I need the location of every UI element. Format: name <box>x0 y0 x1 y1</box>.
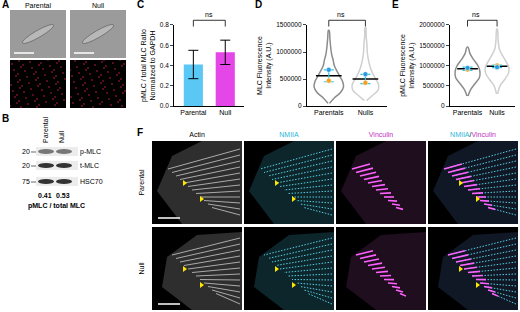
html-text:A: A <box>2 0 10 10</box>
html-text:D: D <box>255 0 263 10</box>
html-text:p-MLC: p-MLC <box>80 148 101 155</box>
html-text:0.41: 0.41 <box>38 192 52 199</box>
svg-text:ns: ns <box>205 11 213 18</box>
html-text:E: E <box>392 0 399 10</box>
svg-text:ns: ns <box>472 11 480 18</box>
html-text:20: 20 <box>22 148 30 155</box>
svg-text:0.2: 0.2 <box>160 82 169 89</box>
svg-text:Nulls: Nulls <box>489 109 505 116</box>
html-text:75: 75 <box>22 178 30 185</box>
html-text:NMIIA: NMIIA <box>279 131 299 138</box>
html-text:HSC70: HSC70 <box>80 178 103 185</box>
html-text:Actin: Actin <box>189 131 205 138</box>
svg-text:1500000: 1500000 <box>276 21 302 28</box>
svg-text:pMLC / total MLC RatioNormaliz: pMLC / total MLC RatioNormalized to GAPD… <box>140 29 156 102</box>
svg-text:2000000: 2000000 <box>419 21 445 28</box>
svg-text:0.4: 0.4 <box>160 62 169 69</box>
html-text:Parental: Parental <box>25 2 51 9</box>
svg-text:Parentals: Parentals <box>453 109 483 116</box>
svg-text:pMLC FluorescenceIntensity (A.: pMLC FluorescenceIntensity (A.U.) <box>399 34 416 97</box>
html-text:Parental: Parental <box>138 169 145 196</box>
html-text:20: 20 <box>22 162 30 169</box>
html-text:Parental: Parental <box>42 116 49 143</box>
svg-text:0: 0 <box>298 102 302 109</box>
html-text:Vinculin: Vinculin <box>368 131 394 138</box>
svg-text:0: 0 <box>441 102 445 109</box>
svg-text:0.0: 0.0 <box>160 102 169 109</box>
html-text:C: C <box>137 0 145 10</box>
svg-text:Nulls: Nulls <box>358 109 374 116</box>
svg-text:500000: 500000 <box>280 75 302 82</box>
svg-text:1500000: 1500000 <box>419 42 445 49</box>
html-text:NMIIA / Vinculin: NMIIA / Vinculin <box>450 131 496 138</box>
svg-text:0.6: 0.6 <box>160 42 169 49</box>
html-text:B: B <box>2 113 10 124</box>
svg-text:Parental: Parental <box>180 109 207 116</box>
html-text:0.53: 0.53 <box>56 192 70 199</box>
svg-text:1000000: 1000000 <box>419 62 445 69</box>
html-text:Null: Null <box>138 262 145 275</box>
svg-text:500000: 500000 <box>423 82 445 89</box>
html-text:Null: Null <box>92 2 104 9</box>
svg-text:ns: ns <box>337 11 345 18</box>
html-text:pMLC / total MLC: pMLC / total MLC <box>28 202 86 209</box>
svg-text:1000000: 1000000 <box>276 48 302 55</box>
svg-text:0.8: 0.8 <box>160 21 169 28</box>
html-text:Null: Null <box>58 130 65 143</box>
svg-text:MLC FluorescenceIntensity (A.U: MLC FluorescenceIntensity (A.U.) <box>256 36 273 95</box>
svg-text:Null: Null <box>219 109 232 116</box>
html-text:t-MLC: t-MLC <box>80 162 100 169</box>
html-text:F: F <box>137 127 144 138</box>
svg-text:Parentals: Parentals <box>314 109 344 116</box>
